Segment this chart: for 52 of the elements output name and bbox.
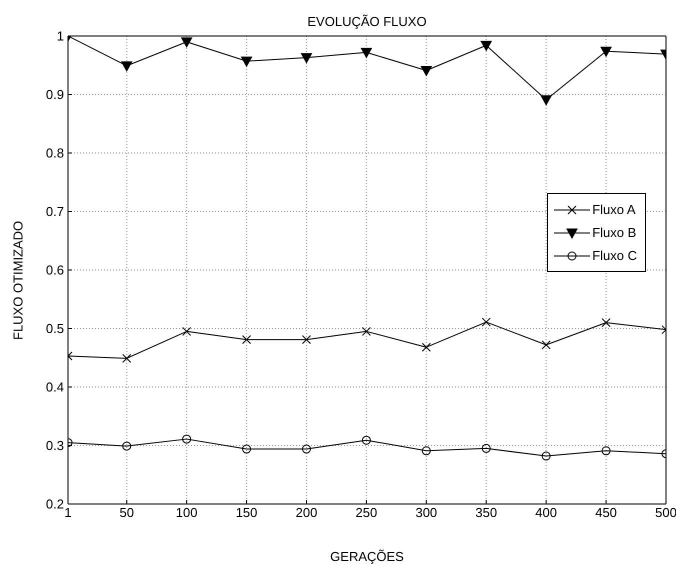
x-tick-label: 250 <box>356 505 378 520</box>
x-tick-label: 100 <box>176 505 198 520</box>
point <box>602 318 611 328</box>
point <box>542 452 551 461</box>
y-tick-label: 0.2 <box>46 496 64 512</box>
point <box>482 444 491 453</box>
y-tick-label: 0.8 <box>46 146 64 161</box>
y-tick-label: 0.7 <box>46 204 64 220</box>
x-tick-label: 300 <box>415 505 438 520</box>
chart-title: EVOLUÇÃO FLUXO <box>306 14 428 29</box>
point <box>300 53 312 64</box>
point <box>600 46 612 57</box>
point <box>362 436 371 445</box>
point <box>542 340 551 350</box>
point <box>302 444 311 454</box>
point <box>482 318 491 327</box>
point <box>422 342 431 352</box>
point <box>362 326 371 336</box>
x-tick-label: 400 <box>535 505 558 520</box>
point <box>182 326 192 336</box>
x-tick-label: 200 <box>296 505 318 520</box>
point <box>121 61 132 72</box>
point <box>420 66 432 76</box>
point <box>122 354 132 363</box>
legend-label: Fluxo C <box>592 248 637 263</box>
point <box>242 444 252 454</box>
point <box>302 335 311 344</box>
point <box>241 56 252 67</box>
x-tick-label: 150 <box>236 505 258 520</box>
x-tick-label: 350 <box>475 505 498 520</box>
legend-label: Fluxo B <box>592 225 636 240</box>
point <box>360 48 372 58</box>
y-tick-label: 0.5 <box>46 321 64 336</box>
x-tick-label: 500 <box>655 505 677 520</box>
point <box>422 446 431 456</box>
x-tick-label: 50 <box>119 505 134 520</box>
point <box>480 40 492 51</box>
point <box>182 434 192 444</box>
legend-label: Fluxo A <box>592 202 636 217</box>
y-tick-label: 1 <box>56 28 64 44</box>
point <box>122 442 132 451</box>
y-tick-label: 0.6 <box>46 262 64 278</box>
x-axis-title: GERAÇÕES <box>330 549 404 564</box>
point <box>242 335 252 344</box>
y-tick-label: 0.3 <box>46 438 64 454</box>
y-tick-label: 0.9 <box>46 87 64 102</box>
y-tick-label: 0.4 <box>46 380 64 395</box>
x-tick-label: 450 <box>595 505 617 520</box>
point <box>181 37 192 48</box>
y-axis-title: FLUXO OTIMIZADO <box>10 220 26 340</box>
point <box>540 95 552 106</box>
point <box>602 446 611 456</box>
